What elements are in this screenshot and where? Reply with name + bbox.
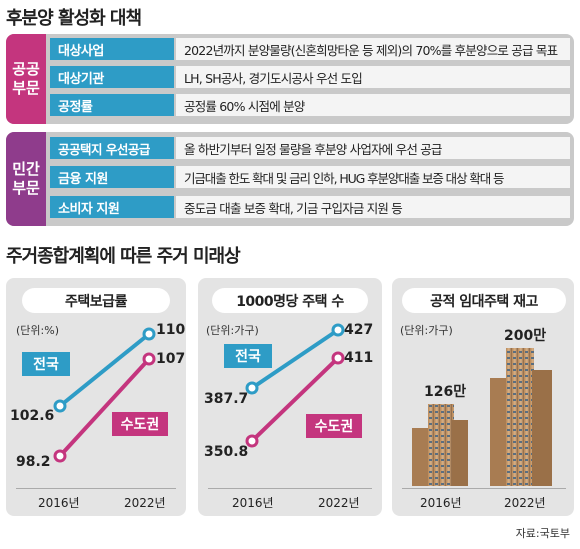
label-nation-2016: 102.6 xyxy=(10,408,54,424)
building-2016-side xyxy=(452,420,468,486)
point-capital-2016 xyxy=(53,449,67,463)
x-tick: 2022년 xyxy=(504,496,546,510)
series-line-capital xyxy=(250,356,340,443)
point-nation-2016 xyxy=(245,381,259,395)
public-row-label: 대상기관 xyxy=(50,66,174,88)
x-axis xyxy=(402,488,566,489)
legend-nation: 전국 xyxy=(224,344,272,368)
x-tick: 2022년 xyxy=(124,496,166,510)
building-2016-side xyxy=(412,428,430,486)
label-capital-2016: 350.8 xyxy=(204,444,248,460)
public-row-value: 공정률 60% 시점에 분양 xyxy=(176,94,570,116)
source-note: 자료:국토부 xyxy=(515,527,570,540)
label-capital-2016: 98.2 xyxy=(16,454,51,470)
point-capital-2016 xyxy=(245,434,259,448)
building-2022-side xyxy=(532,370,552,486)
private-row-label: 공공택지 우선공급 xyxy=(50,137,174,159)
bar-label-2016: 126만 xyxy=(424,384,466,400)
building-2016-bar xyxy=(428,404,454,486)
label-nation-2022: 110 xyxy=(156,322,185,338)
x-tick: 2016년 xyxy=(232,496,274,510)
legend-capital: 수도권 xyxy=(112,412,168,436)
private-row-value: 기금대출 한도 확대 및 금리 인하, HUG 후분양대출 보증 대상 확대 등 xyxy=(176,166,570,188)
legend-capital: 수도권 xyxy=(306,414,362,438)
public-row-label: 공정률 xyxy=(50,94,174,116)
x-axis xyxy=(16,488,176,489)
line-chart-2: 387.7 427 350.8 411 xyxy=(204,322,373,460)
private-label: 민간 부문 xyxy=(6,132,46,226)
public-label: 공공 부문 xyxy=(6,34,46,124)
label-capital-2022: 107 xyxy=(156,351,185,367)
point-nation-2016 xyxy=(53,399,67,413)
point-nation-2022 xyxy=(331,323,345,337)
private-row-value: 올 하반기부터 일정 물량을 후분양 사업자에 우선 공급 xyxy=(176,137,570,159)
label-nation-2016: 387.7 xyxy=(204,391,248,407)
chart-unit: (단위:%) xyxy=(16,324,59,337)
series-line-nation xyxy=(250,328,340,390)
chart-title: 1000명당 주택 수 xyxy=(212,288,368,313)
chart-title: 주택보급률 xyxy=(22,288,170,313)
private-row-label: 소비자 지원 xyxy=(50,196,174,218)
legend-nation: 전국 xyxy=(22,352,70,376)
series-line-nation xyxy=(58,332,151,408)
building-2022-side xyxy=(490,378,508,486)
x-tick: 2016년 xyxy=(38,496,80,510)
point-nation-2022 xyxy=(142,327,156,341)
chart-title: 공적 임대주택 재고 xyxy=(402,288,566,313)
bar-chart-buildings: 126만 200만 xyxy=(412,328,552,486)
section-title: 주거종합계획에 따른 주거 미래상 xyxy=(6,246,241,267)
label-nation-2022: 427 xyxy=(344,322,373,338)
public-row-value: 2022년까지 분양물량(신혼희망타운 등 제외)의 70%를 후분양으로 공급… xyxy=(176,38,570,60)
building-2022-bar xyxy=(506,348,534,486)
x-axis xyxy=(208,488,372,489)
series-line-capital xyxy=(58,357,151,458)
chart-panel-housing-supply xyxy=(6,278,186,516)
label-capital-2022: 411 xyxy=(344,350,373,366)
public-row-value: LH, SH공사, 경기도시공사 우선 도입 xyxy=(176,66,570,88)
bar-label-2022: 200만 xyxy=(504,328,546,344)
line-chart-1: 102.6 110 98.2 107 xyxy=(10,322,185,470)
private-row-label: 금융 지원 xyxy=(50,166,174,188)
point-capital-2022 xyxy=(142,352,156,366)
x-tick: 2016년 xyxy=(420,496,462,510)
chart-unit: (단위:가구) xyxy=(206,324,259,337)
private-row-value: 중도금 대출 보증 확대, 기금 구입자금 지원 등 xyxy=(176,196,570,218)
main-title: 후분양 활성화 대책 xyxy=(6,8,142,29)
public-row-label: 대상사업 xyxy=(50,38,174,60)
x-tick: 2022년 xyxy=(318,496,360,510)
point-capital-2022 xyxy=(331,351,345,365)
chart-unit: (단위:가구) xyxy=(400,324,453,337)
chart-panel-houses-per-1000 xyxy=(198,278,382,516)
